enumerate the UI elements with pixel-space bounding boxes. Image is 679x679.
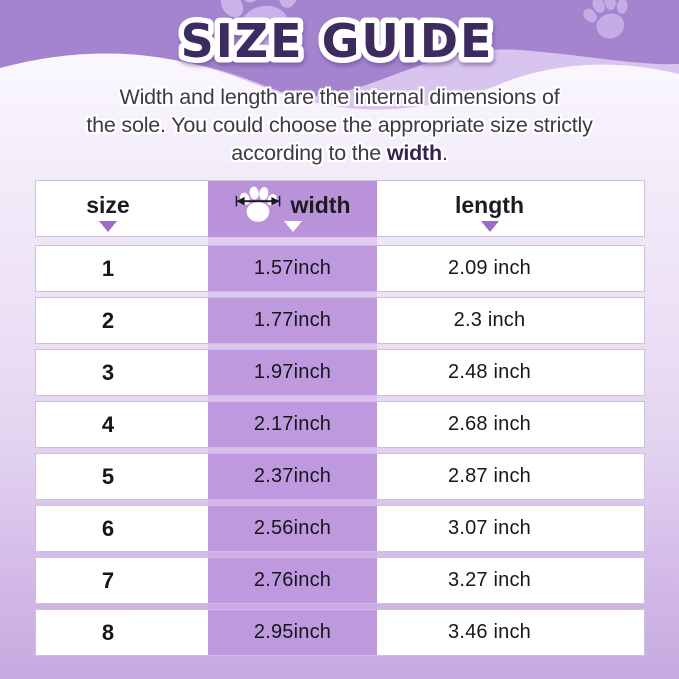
column-label-size: size — [86, 191, 130, 218]
length-cell: 3.07 inch — [448, 517, 531, 539]
width-cell: 2.56inch — [208, 506, 377, 551]
description-line-2: the sole. You could choose the appropria… — [86, 113, 593, 137]
size-cell: 8 — [101, 619, 115, 645]
table-row: 7 2.76inch 3.27 inch — [35, 557, 645, 604]
column-marker-triangle — [283, 221, 302, 232]
width-cell: 1.77inch — [208, 298, 377, 343]
description-text: Width and length are the internal dimens… — [0, 83, 679, 167]
size-table-rows: 1 1.57inch 2.09 inch 2 1.77inch 2.3 inch… — [35, 245, 645, 656]
length-cell: 2.68 inch — [448, 413, 531, 435]
table-row: 4 2.17inch 2.68 inch — [35, 401, 645, 448]
length-cell: 2.09 inch — [448, 257, 531, 279]
column-header-size: size — [36, 181, 208, 237]
table-header-row: size width — [35, 180, 645, 237]
column-header-width: width — [208, 181, 377, 237]
table-row: 1 1.57inch 2.09 inch — [35, 245, 645, 292]
table-row: 5 2.37inch 2.87 inch — [35, 453, 645, 500]
table-row: 3 1.97inch 2.48 inch — [35, 349, 645, 396]
column-label-width: width — [290, 191, 351, 218]
column-header-length: length — [377, 181, 644, 237]
width-arrow-paw-icon — [236, 181, 281, 229]
width-cell: 1.97inch — [208, 350, 377, 395]
description-line-1: Width and length are the internal dimens… — [119, 85, 560, 109]
table-row: 8 2.95inch 3.46 inch — [35, 609, 645, 656]
description-line-3: according to the width. — [231, 141, 448, 165]
column-marker-triangle — [99, 221, 117, 232]
size-table: size width — [35, 180, 645, 656]
width-cell: 2.17inch — [208, 402, 377, 447]
column-label-length: length — [455, 191, 524, 218]
length-cell: 3.46 inch — [448, 621, 531, 643]
header-wave-white — [0, 53, 679, 165]
length-cell: 2.3 inch — [453, 309, 526, 331]
width-keyword: width — [386, 141, 442, 165]
width-cell: 2.76inch — [208, 558, 377, 603]
size-cell: 6 — [101, 515, 115, 541]
size-cell: 5 — [101, 463, 115, 489]
length-cell: 2.87 inch — [448, 465, 531, 487]
length-cell: 3.27 inch — [448, 569, 531, 591]
length-cell: 2.48 inch — [448, 361, 531, 383]
table-row: 2 1.77inch 2.3 inch — [35, 297, 645, 344]
size-cell: 3 — [101, 359, 115, 385]
page-title: SIZE GUIDE — [181, 14, 494, 68]
header-banner: SIZE GUIDE — [0, 0, 679, 165]
size-cell: 4 — [101, 411, 115, 437]
width-cell: 2.95inch — [208, 610, 377, 655]
column-marker-triangle — [480, 221, 499, 232]
size-cell: 7 — [101, 567, 115, 593]
table-row: 6 2.56inch 3.07 inch — [35, 505, 645, 552]
size-cell: 2 — [101, 307, 115, 333]
width-cell: 2.37inch — [208, 454, 377, 499]
width-cell: 1.57inch — [208, 246, 377, 291]
size-cell: 1 — [101, 255, 115, 281]
